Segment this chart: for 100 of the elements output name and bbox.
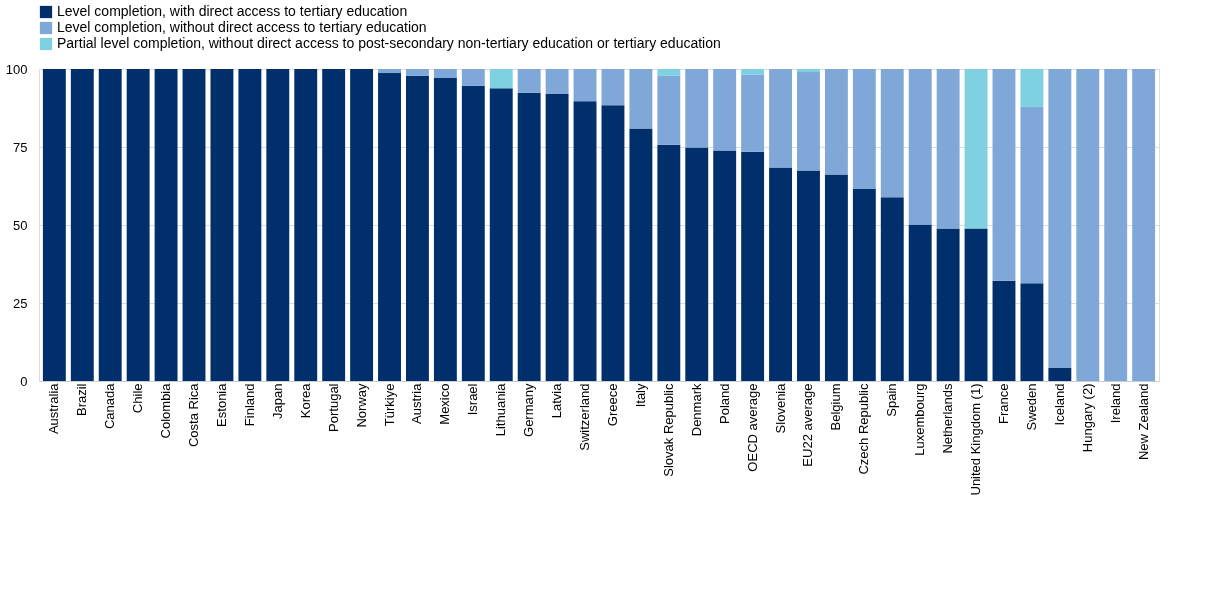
bar [824,69,848,175]
bar [489,69,513,89]
bar [629,128,653,381]
x-tick-label: Denmark [688,383,704,437]
x-tick-label: Switzerland [577,383,593,451]
bar [936,228,960,381]
bar [657,144,681,381]
bar [573,101,597,381]
bar [433,78,457,381]
legend-label: Level completion, without direct access to tertiary education [57,19,427,35]
bar [517,92,541,381]
x-tick-label: Spain [884,383,900,417]
bar [70,69,94,381]
bar [322,69,346,381]
bar [908,224,932,381]
y-tick-label: 0 [20,373,28,389]
x-tick-label: Chile [130,383,146,414]
legend-label: Partial level completion, without direct access to post-secondary non-tertiary education or tertiary education [57,35,721,51]
bar [908,69,932,225]
x-tick-label: Slovak Republic [660,383,676,477]
bar [601,105,625,381]
bar [1020,69,1044,108]
bar [545,93,569,381]
bar [489,88,513,381]
x-tick-label: Finland [241,383,257,427]
bar [797,170,820,381]
bar [461,69,485,86]
bar [601,69,625,106]
bar [1020,283,1044,381]
x-tick-label: OECD average [744,383,760,472]
bar [42,69,66,381]
x-tick-label: France [995,383,1011,424]
x-tick-label: Canada [102,382,118,430]
bar [182,69,206,381]
bar [657,75,681,145]
bar [964,228,988,381]
x-tick-label: Netherlands [940,383,956,454]
bar [378,69,401,74]
bar [741,69,765,75]
bar [824,174,848,381]
bar [98,69,122,381]
bar [852,189,876,381]
x-tick-label: Hungary (2) [1079,383,1095,453]
bar [545,69,569,94]
bar [992,69,1016,281]
bar [406,69,429,76]
bar [517,69,541,93]
bar [880,197,904,381]
bar [461,85,485,381]
y-tick-label: 25 [13,295,28,311]
x-tick-label: Belgium [828,383,844,431]
x-tick-label: New Zealand [1135,383,1151,461]
x-tick-label: Sweden [1023,383,1039,431]
bar [210,69,234,381]
x-tick-label: Iceland [1051,383,1067,426]
bar [378,73,401,381]
x-tick-label: Austria [409,382,425,424]
bar [126,69,150,381]
bar [266,69,290,381]
legend-label: Level completion, with direct access to tertiary education [57,3,408,19]
x-tick-label: Portugal [325,383,341,432]
x-tick-label: Luxembourg [912,383,928,456]
bar [1048,69,1072,368]
x-tick-label: EU22 average [800,383,816,467]
x-tick-label: Mexico [437,383,453,425]
y-tick-label: 75 [13,139,28,155]
bar [657,69,681,76]
x-tick-label: Slovenia [772,382,788,434]
bar [769,167,792,381]
bar [964,69,988,229]
bar [936,69,960,229]
x-tick-label: Lithuania [493,382,509,437]
bar [685,147,709,381]
bar [685,69,709,148]
bar [880,69,904,198]
bar [433,69,457,79]
bar [741,151,765,381]
x-tick-label: Colombia [158,382,174,439]
y-tick-label: 50 [13,217,28,233]
x-tick-label: Brazil [74,383,90,417]
x-tick-label: Italy [632,383,648,408]
bar [1020,107,1044,284]
y-tick-label: 100 [5,61,28,77]
x-tick-label: Poland [716,383,732,424]
bar [1132,69,1156,381]
x-tick-label: Greece [604,383,620,427]
x-tick-label: United Kingdom (1) [968,383,984,496]
x-tick-label: Estonia [213,382,229,427]
x-tick-label: Norway [353,383,369,428]
x-tick-label: Australia [46,382,62,435]
bar [741,74,765,152]
bar [992,280,1016,381]
x-tick-label: Czech Republic [856,383,872,475]
x-tick-label: Türkiye [381,383,397,427]
bar [573,69,597,102]
x-tick-label: Costa Rica [186,382,202,448]
x-tick-label: Japan [269,383,285,419]
bar [294,69,318,381]
bar [350,69,374,381]
x-tick-label: Israel [465,383,481,416]
